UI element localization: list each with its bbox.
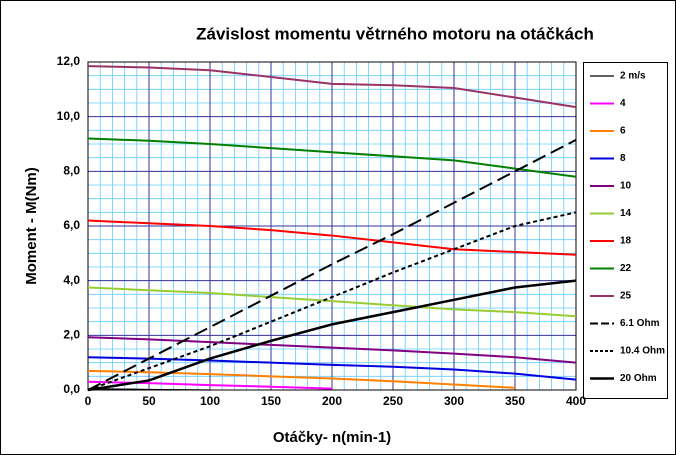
- x-tick-label: 100: [200, 394, 220, 408]
- plot-border: [87, 61, 577, 391]
- y-tick-label: 8,0: [63, 164, 80, 178]
- chart-title: Závislost momentu větrného motoru na otá…: [196, 24, 594, 43]
- y-tick-label: 0,0: [63, 382, 80, 396]
- x-tick-label: 400: [566, 394, 586, 408]
- x-tick-label: 350: [505, 394, 525, 408]
- series-line: [87, 356, 577, 381]
- x-axis-label: Otáčky- n(min-1): [273, 429, 391, 446]
- legend-label: 18: [620, 236, 632, 247]
- legend-label: 25: [620, 291, 632, 302]
- y-tick-label: 6,0: [63, 218, 80, 232]
- legend-box: [583, 62, 668, 399]
- series-line: [87, 137, 577, 178]
- legend-label: 6.1 Ohm: [620, 318, 660, 329]
- series-line: [87, 286, 577, 318]
- series-line: [87, 369, 516, 389]
- series-line: [87, 388, 211, 391]
- series-line: [87, 139, 577, 391]
- legend-label: 10.4 Ohm: [620, 346, 665, 357]
- x-tick-label: 250: [383, 394, 403, 408]
- legend-label: 10: [620, 181, 632, 192]
- series-line: [87, 211, 577, 391]
- series-line: [87, 279, 577, 392]
- x-tick-label: 50: [142, 394, 156, 408]
- legend-label: 8: [620, 153, 626, 164]
- legend-label: 22: [620, 263, 632, 274]
- y-axis-label: Moment - M(Nm): [23, 167, 40, 284]
- x-tick-label: 200: [322, 394, 342, 408]
- y-tick-label: 2,0: [63, 328, 80, 342]
- x-tick-label: 300: [444, 394, 464, 408]
- legend-label: 6: [620, 126, 626, 137]
- y-tick-label: 10,0: [57, 109, 81, 123]
- series-line: [87, 65, 577, 109]
- legend-label: 14: [620, 208, 632, 219]
- x-tick-label: 0: [85, 394, 92, 408]
- series-line: [87, 219, 577, 256]
- y-tick-label: 4,0: [63, 273, 80, 287]
- x-tick-label: 150: [261, 394, 281, 408]
- legend-label: 2 m/s: [620, 71, 646, 82]
- legend-label: 4: [620, 98, 626, 109]
- y-tick-label: 12,0: [57, 54, 81, 68]
- legend-label: 20 Ohm: [620, 373, 657, 384]
- series-line: [87, 336, 577, 364]
